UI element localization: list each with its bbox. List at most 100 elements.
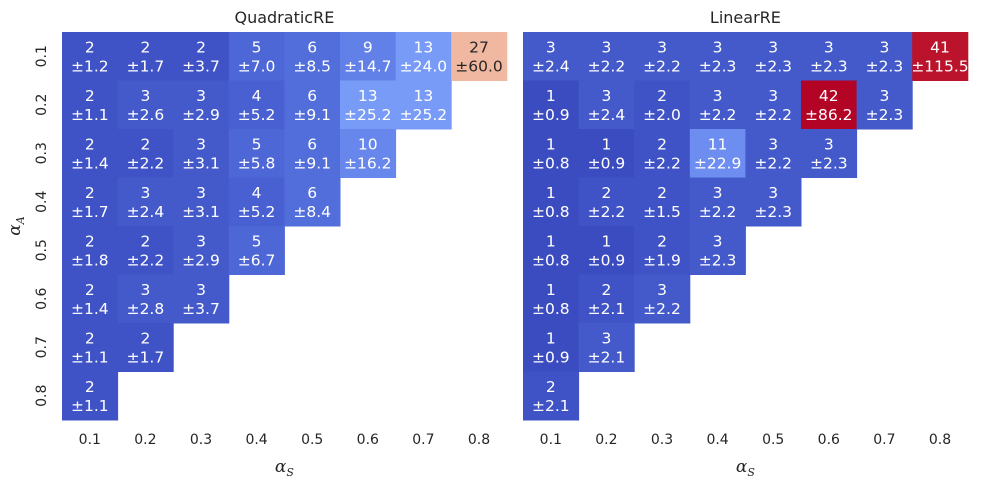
cell-std: ±5.2 bbox=[238, 203, 276, 221]
cell-value: 3 bbox=[713, 232, 723, 250]
cell-rect bbox=[634, 226, 691, 275]
heatmap-cell: 3±2.3 bbox=[689, 226, 746, 275]
heatmap-cell: 3±2.3 bbox=[801, 129, 858, 178]
cell-rect bbox=[523, 129, 580, 178]
cell-rect bbox=[62, 177, 119, 227]
cell-rect bbox=[523, 323, 580, 372]
heatmap-cell: 2±3.7 bbox=[173, 32, 230, 81]
cell-std: ±2.4 bbox=[532, 57, 570, 75]
heatmap-cell: 27±60.0 bbox=[451, 32, 508, 81]
cell-std: ±2.2 bbox=[699, 106, 737, 124]
cell-std: ±0.9 bbox=[532, 348, 570, 366]
cell-std: ±2.9 bbox=[182, 106, 220, 124]
heatmap-cell: 2±1.8 bbox=[62, 226, 119, 275]
cell-value: 1 bbox=[546, 184, 556, 202]
cell-rect bbox=[62, 80, 119, 130]
y-tick-label: 0.4 bbox=[34, 191, 50, 213]
heatmap-cell: 3±2.2 bbox=[689, 80, 746, 130]
cell-std: ±2.2 bbox=[643, 57, 681, 75]
cell-rect bbox=[578, 129, 635, 178]
heatmap-cell: 3±2.1 bbox=[578, 323, 635, 372]
cell-rect bbox=[745, 177, 802, 227]
cell-std: ±1.1 bbox=[71, 397, 109, 415]
cell-std: ±2.1 bbox=[532, 397, 570, 415]
heatmap-cell: 6±8.5 bbox=[284, 32, 341, 81]
cell-std: ±2.2 bbox=[127, 154, 165, 172]
heatmap-cell: 2±1.1 bbox=[62, 371, 119, 421]
cell-value: 3 bbox=[196, 87, 206, 105]
cell-value: 2 bbox=[657, 184, 667, 202]
panel-title: LinearRE bbox=[710, 8, 781, 27]
cell-std: ±3.1 bbox=[182, 203, 220, 221]
heatmap-cell: 2±1.5 bbox=[634, 177, 691, 227]
cell-std: ±25.2 bbox=[400, 106, 448, 124]
cell-rect bbox=[284, 80, 341, 130]
cell-rect bbox=[689, 80, 746, 130]
cell-std: ±1.4 bbox=[71, 154, 109, 172]
y-tick-label: 0.8 bbox=[34, 385, 50, 407]
cell-rect bbox=[117, 177, 174, 227]
y-tick-label: 0.5 bbox=[34, 239, 50, 261]
heatmap-cell: 2±2.2 bbox=[578, 177, 635, 227]
cell-std: ±2.2 bbox=[754, 106, 792, 124]
cell-std: ±2.2 bbox=[699, 203, 737, 221]
heatmap-cell: 3±3.1 bbox=[173, 129, 230, 178]
cell-rect bbox=[578, 177, 635, 227]
cell-value: 3 bbox=[824, 135, 834, 153]
cell-std: ±115.5 bbox=[911, 57, 968, 75]
cell-std: ±1.1 bbox=[71, 106, 109, 124]
panel-title: QuadraticRE bbox=[234, 8, 334, 27]
y-tick-label: 0.6 bbox=[34, 288, 50, 310]
cell-value: 2 bbox=[85, 378, 95, 396]
cell-rect bbox=[523, 274, 580, 324]
cell-value: 2 bbox=[85, 281, 95, 299]
cell-value: 3 bbox=[657, 281, 667, 299]
x-tick-label: 0.7 bbox=[873, 432, 895, 448]
cell-std: ±2.4 bbox=[588, 106, 626, 124]
cell-rect bbox=[912, 32, 969, 81]
heatmap-cell: 3±3.7 bbox=[173, 274, 230, 324]
cell-value: 1 bbox=[546, 135, 556, 153]
cell-rect bbox=[523, 32, 580, 81]
cell-std: ±9.1 bbox=[293, 154, 331, 172]
cell-std: ±16.2 bbox=[344, 154, 392, 172]
cell-value: 2 bbox=[85, 135, 95, 153]
cell-value: 3 bbox=[601, 329, 611, 347]
cell-rect bbox=[745, 32, 802, 81]
heatmap-cell: 5±6.7 bbox=[228, 226, 285, 275]
cell-rect bbox=[801, 80, 858, 130]
cell-rect bbox=[228, 129, 285, 178]
cell-rect bbox=[340, 129, 397, 178]
heatmap-cell: 3±2.4 bbox=[117, 177, 174, 227]
cell-std: ±2.9 bbox=[182, 251, 220, 269]
cell-rect bbox=[634, 177, 691, 227]
cell-value: 3 bbox=[824, 38, 834, 56]
cell-std: ±2.2 bbox=[643, 300, 681, 318]
cell-std: ±2.3 bbox=[699, 251, 737, 269]
cell-rect bbox=[173, 177, 230, 227]
cell-value: 3 bbox=[196, 281, 206, 299]
cell-std: ±0.8 bbox=[532, 203, 570, 221]
heatmap-cell: 3±2.2 bbox=[578, 32, 635, 81]
cell-rect bbox=[228, 226, 285, 275]
heatmap-cell: 1±0.9 bbox=[523, 323, 580, 372]
cell-rect bbox=[523, 226, 580, 275]
x-tick-label: 0.3 bbox=[651, 432, 673, 448]
cell-value: 3 bbox=[601, 38, 611, 56]
cell-rect bbox=[62, 129, 119, 178]
heatmap-cell: 1±0.8 bbox=[523, 274, 580, 324]
cell-rect bbox=[395, 32, 452, 81]
heatmap-cell: 3±2.2 bbox=[634, 32, 691, 81]
heatmap-cell: 5±7.0 bbox=[228, 32, 285, 81]
heatmap-cell: 3±2.3 bbox=[745, 177, 802, 227]
cell-value: 2 bbox=[85, 184, 95, 202]
heatmap-cell: 3±2.6 bbox=[117, 80, 174, 130]
cell-std: ±1.8 bbox=[71, 251, 109, 269]
x-tick-label: 0.6 bbox=[357, 432, 379, 448]
cell-rect bbox=[62, 323, 119, 372]
cell-std: ±2.3 bbox=[699, 57, 737, 75]
x-tick-label: 0.6 bbox=[818, 432, 840, 448]
cell-rect bbox=[340, 80, 397, 130]
cell-value: 10 bbox=[358, 135, 378, 153]
heatmap-cell: 2±1.9 bbox=[634, 226, 691, 275]
